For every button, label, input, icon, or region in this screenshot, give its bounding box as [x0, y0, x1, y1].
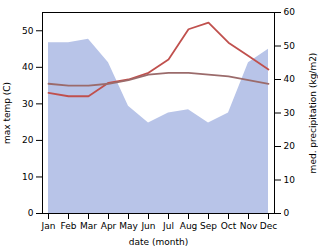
svg-text:50: 50	[22, 26, 34, 36]
svg-text:Jul: Jul	[162, 221, 174, 231]
svg-text:60: 60	[284, 7, 296, 17]
svg-text:30: 30	[22, 99, 34, 109]
svg-text:50: 50	[284, 41, 296, 51]
svg-text:Oct: Oct	[221, 221, 237, 231]
svg-text:0: 0	[284, 208, 290, 218]
svg-text:med. precipitation (kg/m2): med. precipitation (kg/m2)	[308, 53, 318, 174]
svg-text:Mar: Mar	[80, 221, 97, 231]
svg-text:Aug: Aug	[180, 221, 198, 231]
svg-text:20: 20	[284, 141, 296, 151]
svg-text:20: 20	[22, 135, 34, 145]
svg-text:30: 30	[284, 108, 296, 118]
svg-text:Jun: Jun	[140, 221, 155, 231]
svg-text:Sep: Sep	[200, 221, 217, 231]
svg-text:10: 10	[22, 172, 34, 182]
svg-text:max temp (C): max temp (C)	[2, 82, 12, 144]
svg-text:date (month): date (month)	[129, 237, 188, 247]
svg-text:40: 40	[22, 62, 34, 72]
svg-text:10: 10	[284, 175, 296, 185]
svg-text:Feb: Feb	[61, 221, 77, 231]
svg-text:Apr: Apr	[101, 221, 117, 231]
svg-text:0: 0	[28, 208, 34, 218]
svg-text:Dec: Dec	[260, 221, 277, 231]
svg-text:May: May	[119, 221, 138, 231]
svg-text:40: 40	[284, 74, 296, 84]
svg-text:Jan: Jan	[41, 221, 56, 231]
svg-text:Nov: Nov	[240, 221, 258, 231]
